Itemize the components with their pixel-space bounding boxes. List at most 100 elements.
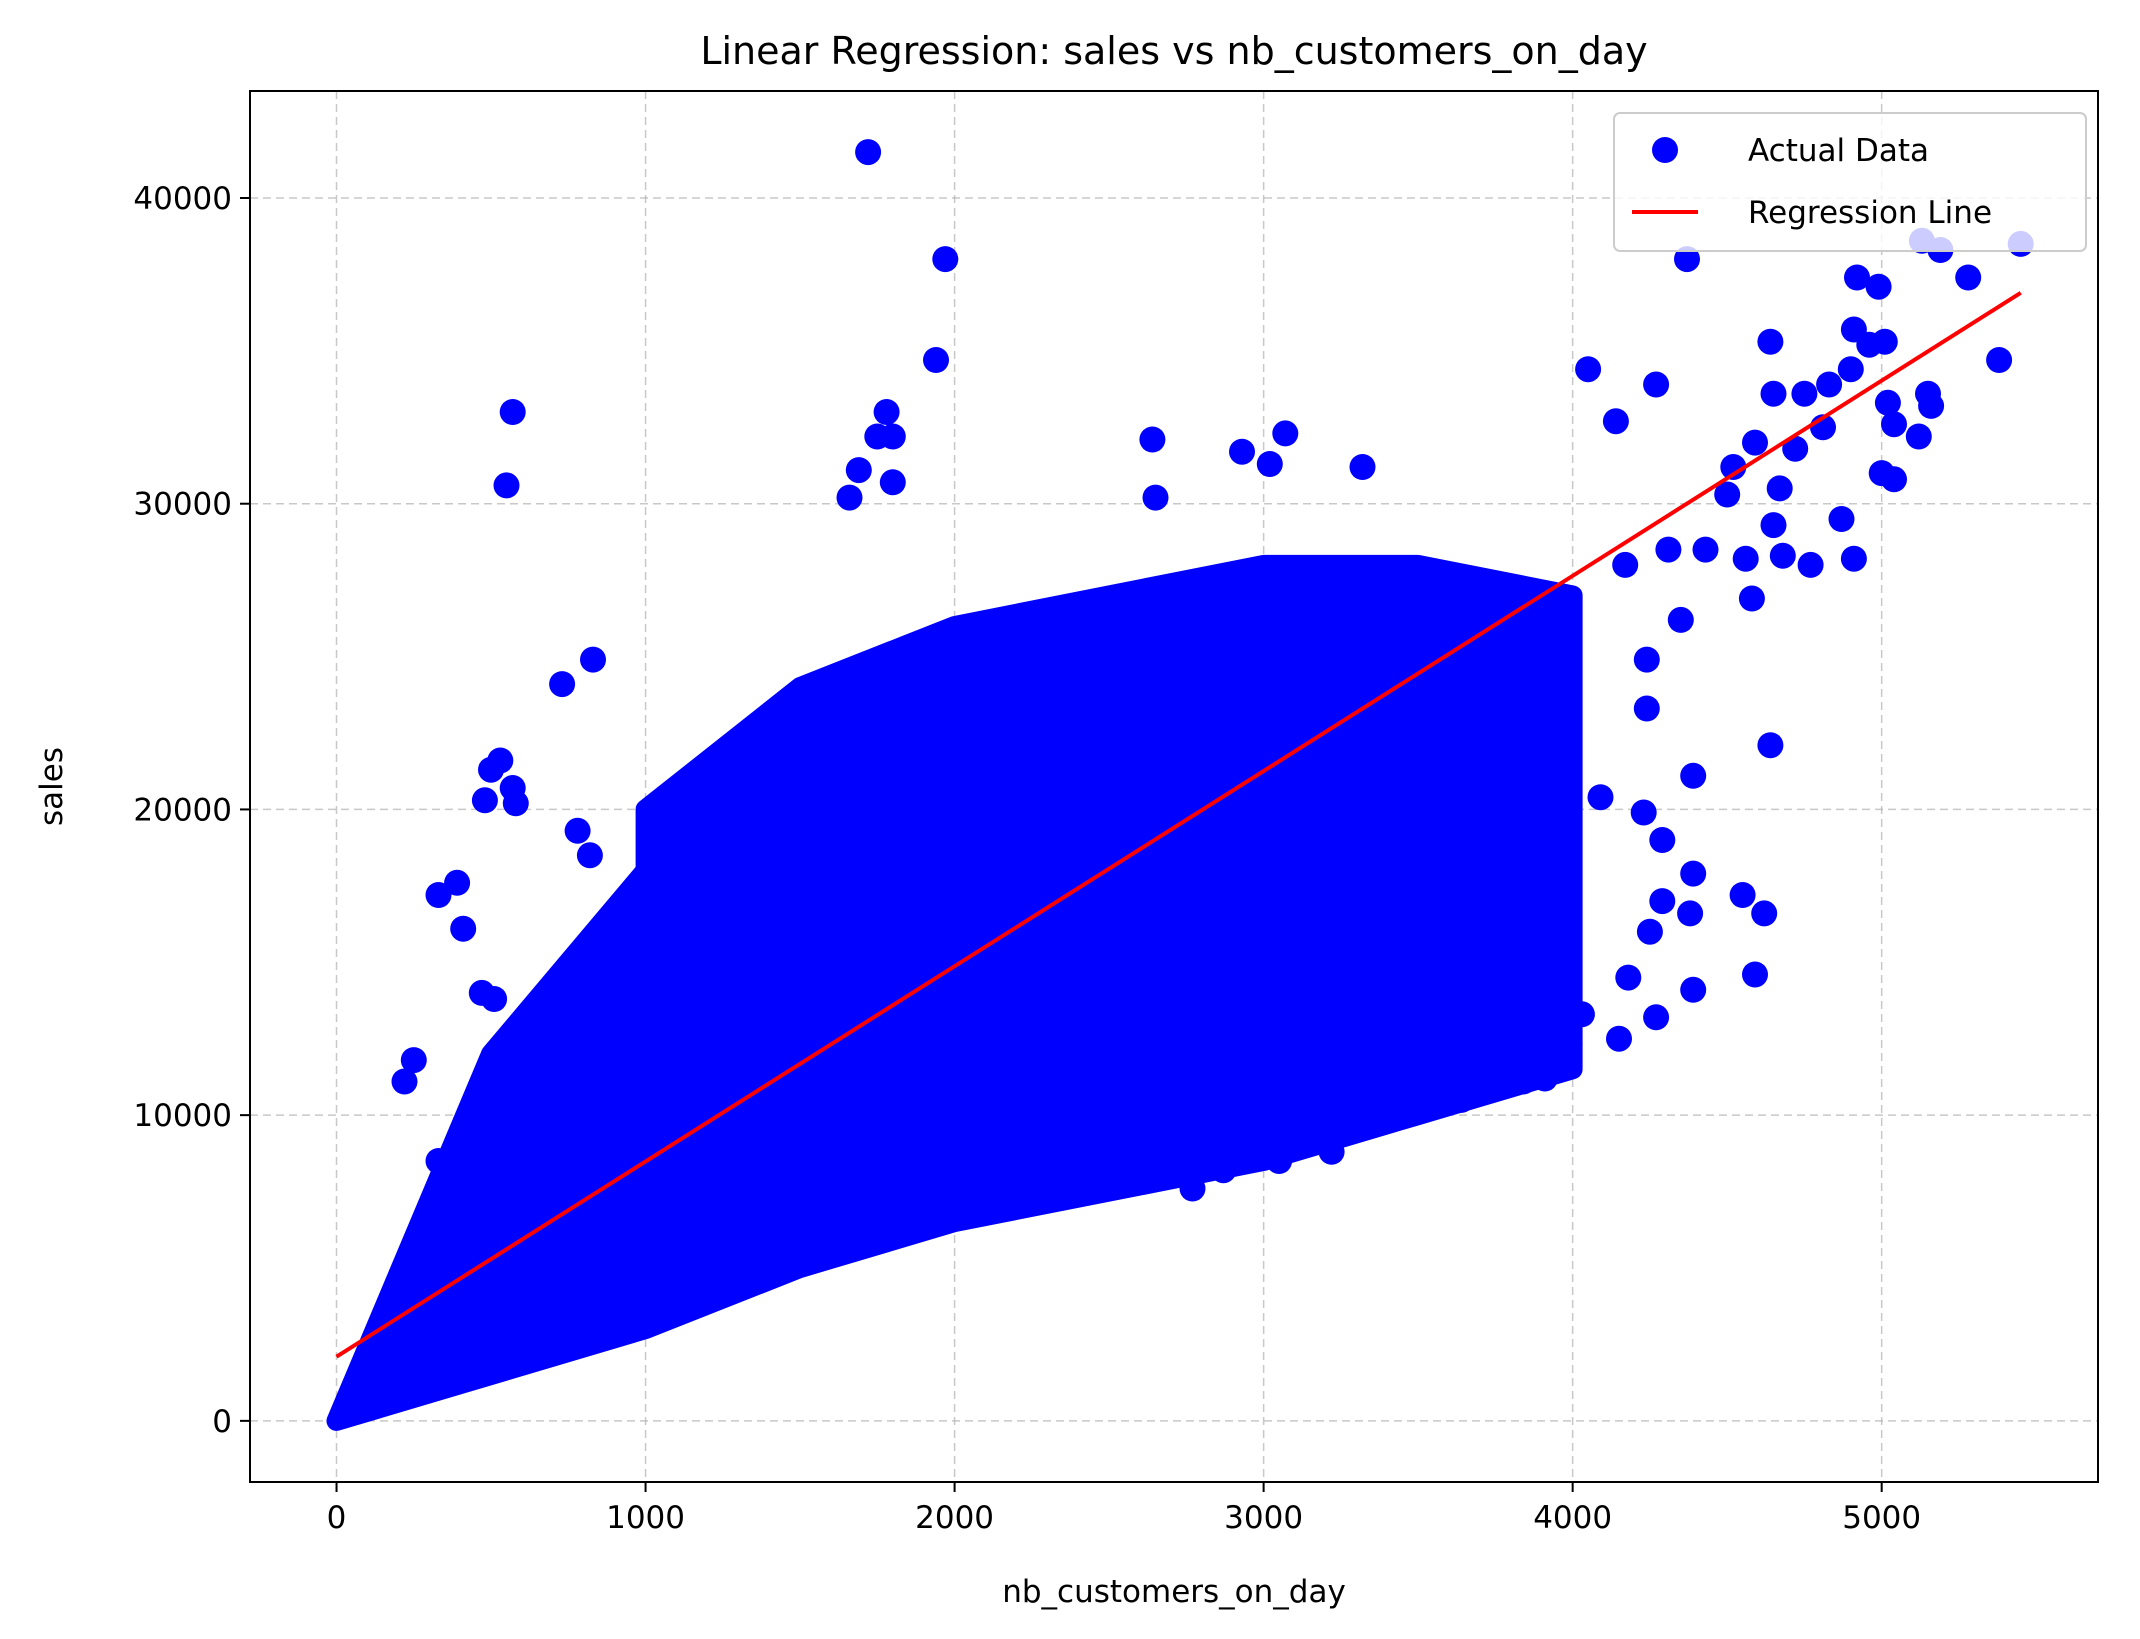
scatter-point xyxy=(1760,380,1787,407)
y-axis-label: sales xyxy=(34,747,70,826)
plot-area-frame xyxy=(249,90,2099,1483)
scatter-point xyxy=(391,1068,418,1095)
scatter-point xyxy=(1791,380,1818,407)
scatter-point xyxy=(1448,1086,1475,1113)
scatter-point xyxy=(1760,512,1787,539)
scatter-point xyxy=(1643,1004,1670,1031)
scatter-point xyxy=(1677,900,1704,927)
scatter-point xyxy=(1837,356,1864,383)
scatter-point xyxy=(1840,545,1867,572)
scatter-point xyxy=(1266,1148,1293,1174)
scatter-point xyxy=(1229,438,1255,465)
scatter-point xyxy=(499,399,526,425)
scatter-point xyxy=(1742,961,1768,988)
scatter-point xyxy=(1757,732,1784,759)
scatter-point xyxy=(1556,1031,1583,1058)
scatter-point xyxy=(1797,551,1824,578)
scatter-point xyxy=(444,869,471,896)
scatter-point xyxy=(1272,420,1299,447)
scatter-point xyxy=(549,671,576,698)
scatter-point xyxy=(1732,545,1759,572)
x-tick-label: 2000 xyxy=(915,1500,994,1536)
scatter-point xyxy=(1633,646,1660,673)
x-tick-label: 4000 xyxy=(1533,1500,1612,1536)
scatter-point xyxy=(1587,784,1614,811)
scatter-point xyxy=(580,646,606,673)
scatter-point xyxy=(478,756,504,783)
scatter-point xyxy=(1816,371,1843,398)
scatter-point xyxy=(1729,882,1756,908)
legend-box xyxy=(1613,112,2087,252)
scatter-point xyxy=(932,246,959,273)
scatter-point xyxy=(1874,389,1901,416)
scatter-point xyxy=(1318,1138,1345,1165)
scatter-point xyxy=(1210,1157,1237,1184)
scatter-point xyxy=(1720,454,1747,480)
scatter-point xyxy=(1865,273,1892,300)
scatter-point xyxy=(879,469,906,496)
scatter-point xyxy=(1782,435,1809,462)
scatter-point xyxy=(425,1148,452,1174)
scatter-point xyxy=(1606,1025,1632,1052)
scatter-point xyxy=(1649,888,1676,915)
scatter-point xyxy=(1692,536,1719,563)
scatter-point xyxy=(1881,466,1907,493)
scatter-point xyxy=(1955,264,1982,291)
scatter-point xyxy=(1256,451,1283,477)
y-tick-label: 30000 xyxy=(133,487,232,523)
axis-ticks: 0 1000 2000 3000 4000 5000 0 10000 20000 30000 400… xyxy=(133,181,1921,1536)
scatter-point xyxy=(1986,347,2013,373)
scatter-point xyxy=(1881,411,1907,438)
scatter-point xyxy=(450,915,477,942)
scatter-point xyxy=(1828,506,1855,532)
scatter-point xyxy=(1680,976,1707,1003)
scatter-point xyxy=(1871,328,1898,355)
y-tick-label: 40000 xyxy=(133,181,232,217)
legend-label-actual-data: Actual Data xyxy=(1748,133,1929,169)
scatter-point xyxy=(1680,762,1707,789)
scatter-point xyxy=(1615,964,1642,991)
scatter-point xyxy=(845,457,872,484)
scatter-point xyxy=(1568,1001,1595,1028)
scatter-point xyxy=(855,139,882,166)
scatter-point xyxy=(1142,484,1169,511)
scatter-point xyxy=(1915,380,1941,407)
scatter-point xyxy=(1714,481,1741,508)
legend-label-regression-line: Regression Line xyxy=(1748,195,1992,231)
scatter-point xyxy=(1602,408,1629,435)
scatter-point xyxy=(923,347,949,373)
scatter-point xyxy=(873,399,900,425)
scatter-point xyxy=(471,787,498,814)
scatter-point xyxy=(493,472,520,499)
chart-title: Linear Regression: sales vs nb_customers… xyxy=(700,29,1647,73)
scatter-point xyxy=(879,423,906,450)
scatter-point xyxy=(425,882,452,908)
scatter-point xyxy=(836,484,863,511)
scatter-point xyxy=(1742,429,1768,456)
regression-line xyxy=(335,291,2022,1359)
scatter-point-cloud xyxy=(326,554,1583,1431)
scatter-point xyxy=(1612,551,1639,578)
scatter-point xyxy=(1531,1013,1558,1040)
legend: Actual Data Regression Line xyxy=(1613,112,2087,252)
scatter-point xyxy=(400,1047,427,1074)
x-tick-label: 0 xyxy=(327,1500,347,1536)
x-tick-label: 3000 xyxy=(1224,1500,1303,1536)
scatter-point xyxy=(1139,426,1166,453)
scatter-point xyxy=(1179,1175,1206,1202)
scatter-point xyxy=(1636,918,1663,945)
x-tick-label: 5000 xyxy=(1842,1500,1921,1536)
scatter-point xyxy=(1680,860,1707,887)
plot-data xyxy=(326,139,2034,1431)
scatter-point xyxy=(1633,695,1660,722)
scatter-point xyxy=(502,790,529,817)
scatter-point xyxy=(1674,246,1700,273)
scatter-point xyxy=(1643,371,1670,398)
x-axis-label: nb_customers_on_day xyxy=(1002,1574,1346,1610)
scatter-point xyxy=(1510,1068,1537,1095)
scatter-point xyxy=(1630,799,1657,826)
legend-marker-actual-data xyxy=(1652,137,1678,163)
scatter-point xyxy=(1738,585,1765,612)
scatter-point xyxy=(1649,827,1676,853)
scatter-point xyxy=(1411,1080,1438,1107)
